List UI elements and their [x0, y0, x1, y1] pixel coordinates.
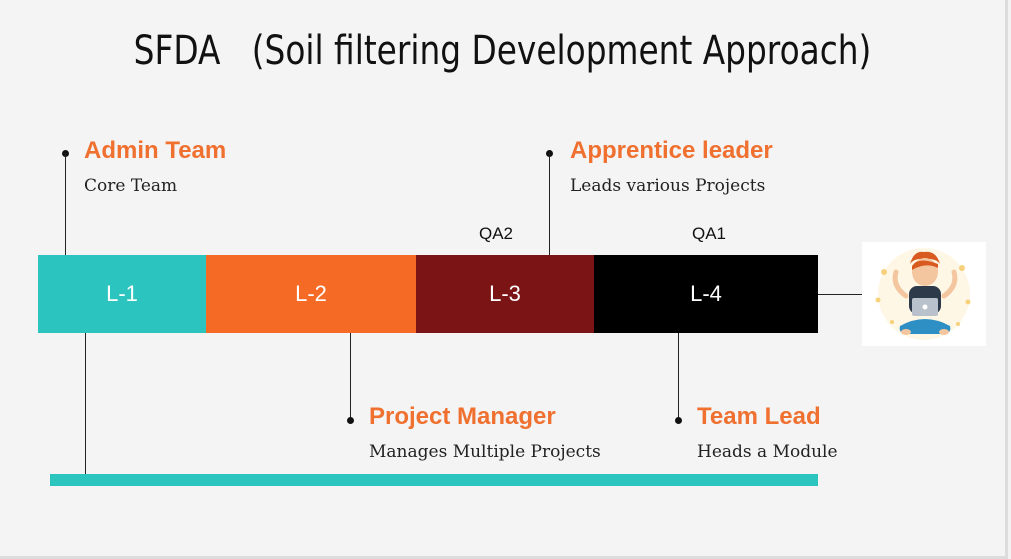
apprentice-connector [549, 153, 550, 255]
qa2-label: QA2 [479, 224, 514, 243]
level-3-label: L-3 [489, 281, 521, 306]
bottom-teal-bar [50, 474, 818, 486]
level-2-segment: L-2 [206, 255, 416, 333]
level-1-bottom-connector [85, 333, 86, 474]
level-4-label: L-4 [690, 281, 722, 306]
level-2-label: L-2 [295, 281, 327, 306]
admin-team-heading: Admin Team [84, 137, 227, 164]
project-manager-sub: Manages Multiple Projects [369, 442, 601, 462]
apprentice-leader-sub: Leads various Projects [570, 176, 766, 196]
level-1-label: L-1 [106, 281, 138, 306]
qa1-label: QA1 [692, 224, 727, 243]
level-3-segment: L-3 [416, 255, 594, 333]
team-lead-heading: Team Lead [697, 403, 821, 430]
page-title: SFDA (Soil filtering Development Approac… [133, 28, 872, 74]
team-lead-connector [678, 333, 679, 420]
project-manager-heading: Project Manager [369, 403, 556, 430]
pm-connector [350, 333, 351, 420]
meditating-developer-icon [875, 248, 971, 340]
admin-connector [65, 153, 66, 255]
pm-dot [347, 417, 354, 424]
developer-avatar [862, 242, 986, 346]
apprentice-leader-heading: Apprentice leader [570, 137, 773, 164]
level-4-segment: L-4 [594, 255, 818, 333]
avatar-connector [818, 294, 862, 295]
team-lead-dot [675, 417, 682, 424]
team-lead-sub: Heads a Module [697, 442, 838, 462]
admin-team-sub: Core Team [84, 176, 178, 196]
level-1-segment: L-1 [38, 255, 206, 333]
